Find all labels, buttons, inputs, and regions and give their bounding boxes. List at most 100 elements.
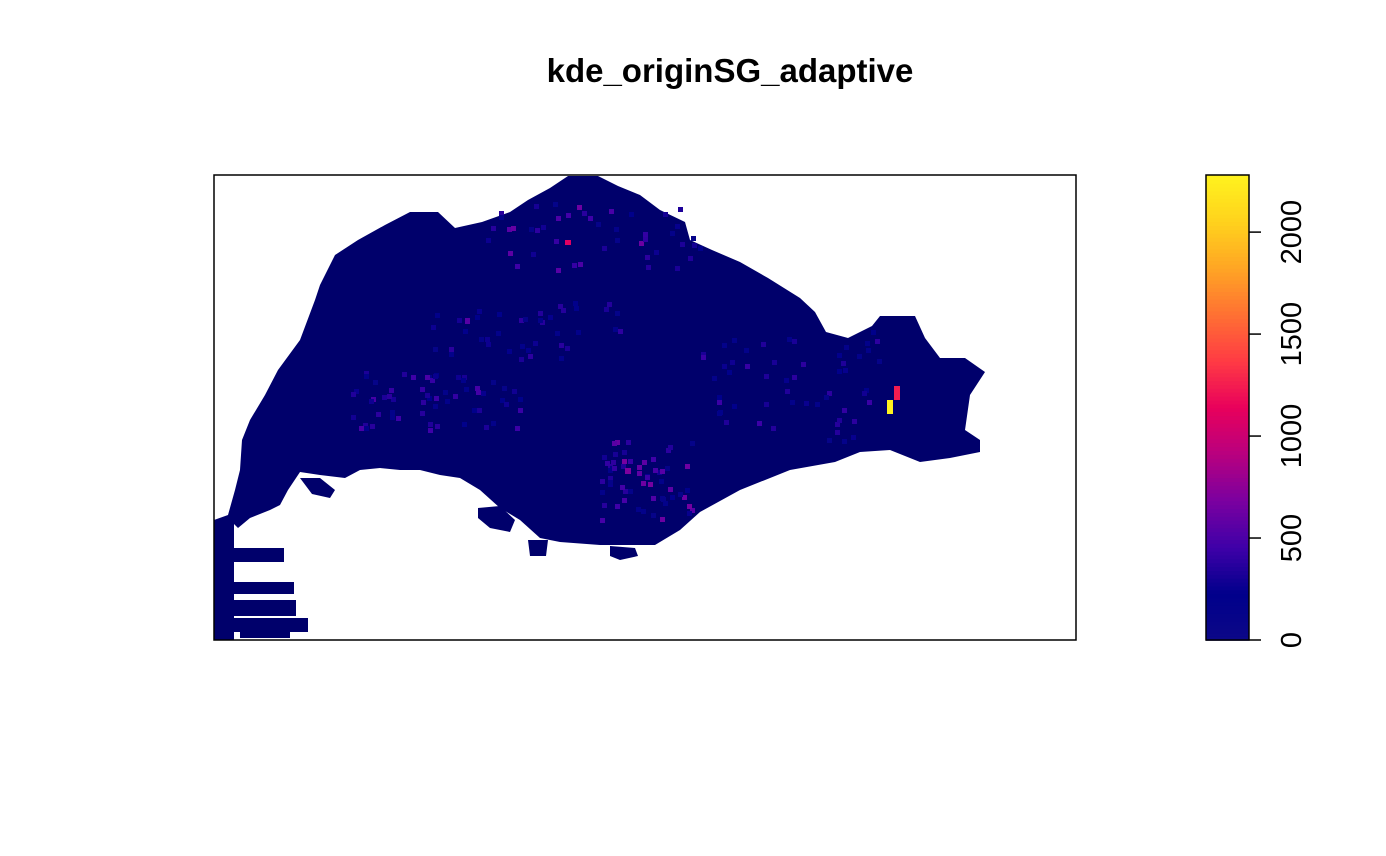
density-cell: [428, 422, 433, 427]
density-cell: [456, 375, 461, 380]
density-cell: [722, 364, 727, 369]
density-cell: [541, 225, 546, 230]
colorbar-segment: [1206, 554, 1249, 560]
density-cell: [691, 236, 696, 241]
density-cell: [682, 495, 687, 500]
density-cell: [463, 329, 468, 334]
density-cell: [675, 266, 680, 271]
density-cell: [535, 228, 540, 233]
density-cell: [534, 204, 539, 209]
density-cell: [690, 441, 695, 446]
density-cell: [559, 356, 564, 361]
density-cell: [475, 386, 480, 391]
density-cell: [573, 301, 578, 306]
density-cell: [507, 227, 512, 232]
colorbar-segment: [1206, 477, 1249, 482]
colorbar-segment: [1206, 426, 1249, 432]
density-cell: [504, 402, 509, 407]
colorbar-segment: [1206, 268, 1249, 273]
density-cell: [559, 343, 564, 348]
density-cell: [660, 496, 665, 501]
colorbar-segment: [1206, 302, 1249, 308]
density-cell: [643, 232, 648, 237]
density-cell: [618, 329, 623, 334]
density-cell: [877, 359, 882, 364]
density-cell: [645, 475, 650, 480]
density-cell: [364, 374, 369, 379]
colorbar-segment: [1206, 430, 1249, 436]
density-cell: [628, 489, 633, 494]
density-cell: [496, 331, 501, 336]
density-cell: [608, 480, 613, 485]
colorbar-segment: [1206, 345, 1249, 351]
density-cell: [660, 517, 665, 522]
density-cell: [688, 256, 693, 261]
colorbar-tick-label: 2000: [1276, 200, 1308, 265]
west-strip: [230, 600, 296, 616]
density-cell: [692, 243, 697, 248]
colorbar-segment: [1206, 240, 1249, 246]
density-cell: [730, 360, 735, 365]
colorbar-segment: [1206, 500, 1249, 506]
colorbar-segment: [1206, 512, 1249, 517]
west-landmass: [214, 520, 234, 640]
density-cell: [477, 309, 482, 314]
density-cell: [653, 468, 658, 473]
density-cell: [556, 216, 561, 221]
density-cell: [622, 450, 627, 455]
colorbar-segment: [1206, 562, 1249, 568]
colorbar-segment: [1206, 368, 1249, 374]
density-cell: [428, 428, 433, 433]
density-cell: [427, 396, 432, 401]
density-cell: [445, 399, 450, 404]
density-cell: [670, 495, 675, 500]
colorbar-segment: [1206, 209, 1249, 215]
density-cell: [670, 231, 675, 236]
density-cell: [637, 465, 642, 470]
density-cell: [608, 476, 613, 481]
density-cell: [354, 389, 359, 394]
density-cell: [651, 513, 656, 518]
density-cell: [678, 207, 683, 212]
density-cell: [515, 264, 520, 269]
density-cell: [402, 372, 407, 377]
colorbar-segment: [1206, 454, 1249, 459]
colorbar-segment: [1206, 543, 1249, 548]
density-cell: [732, 404, 737, 409]
density-cell: [690, 508, 695, 513]
density-cell: [475, 315, 480, 320]
density-cell: [391, 397, 396, 402]
colorbar-segment: [1206, 178, 1249, 184]
colorbar-segment: [1206, 601, 1249, 606]
colorbar-segment: [1206, 248, 1249, 254]
density-speckles: [351, 202, 900, 523]
density-cell: [449, 352, 454, 357]
density-cell: [841, 361, 846, 366]
density-cell: [359, 426, 364, 431]
colorbar-segment: [1206, 283, 1249, 289]
colorbar-segment: [1206, 353, 1249, 358]
density-cell: [815, 402, 820, 407]
colorbar-segment: [1206, 403, 1249, 409]
density-cell: [857, 354, 862, 359]
colorbar-segment: [1206, 539, 1249, 544]
density-cell: [572, 263, 577, 268]
colorbar-segment: [1206, 357, 1249, 362]
colorbar-segment: [1206, 388, 1249, 393]
density-cell: [511, 226, 516, 231]
island-landmass: [214, 176, 985, 545]
density-cell: [612, 466, 617, 471]
colorbar-segment: [1206, 372, 1249, 378]
density-cell: [396, 416, 401, 421]
density-cell: [600, 518, 605, 523]
colorbar-segment: [1206, 547, 1249, 552]
density-cell: [827, 391, 832, 396]
density-cell: [611, 460, 616, 465]
density-cell: [512, 389, 517, 394]
colorbar-segment: [1206, 337, 1249, 343]
colorbar-segment: [1206, 581, 1249, 587]
density-cell: [600, 479, 605, 484]
colorbar-segment: [1206, 473, 1249, 479]
density-hotspot: [465, 318, 470, 324]
density-cell: [837, 418, 842, 423]
